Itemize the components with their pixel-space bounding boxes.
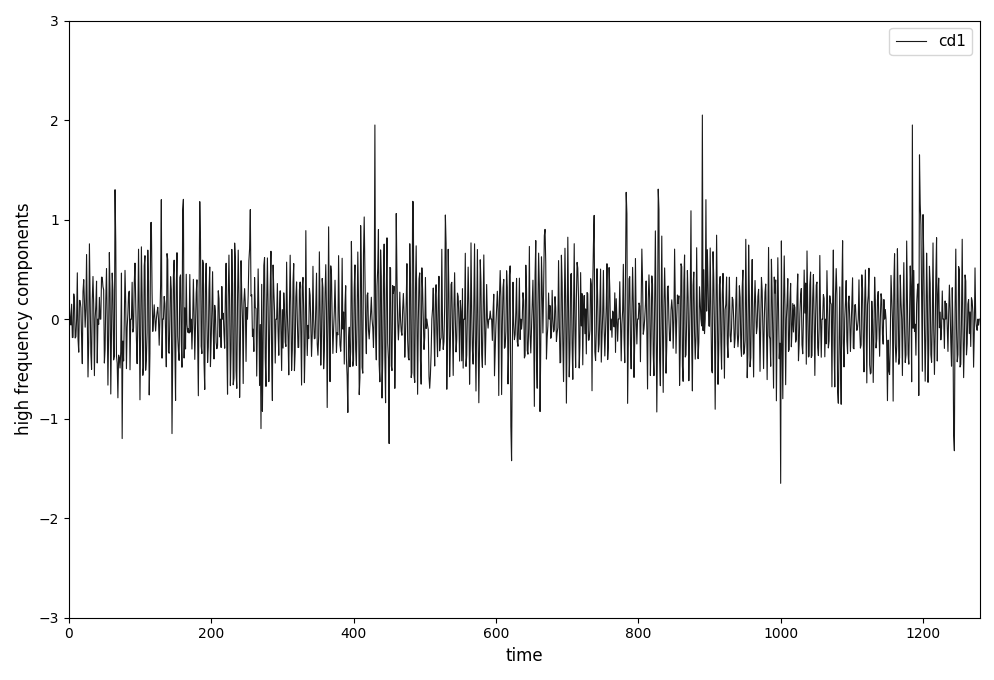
cd1 (587, 211, 599, 220)
Line: cd1: cd1 (69, 115, 978, 483)
Y-axis label: high frequency components: high frequency components (15, 203, 33, 435)
cd1 (723, 273, 735, 282)
cd1 (696, 111, 708, 119)
cd1 (557, 377, 569, 386)
cd1 (774, 479, 786, 488)
cd1 (63, 243, 75, 252)
cd1 (552, 324, 564, 332)
Legend: cd1: cd1 (889, 28, 971, 55)
cd1 (972, 315, 984, 323)
cd1 (672, 292, 684, 300)
X-axis label: time: time (505, 647, 543, 665)
cd1 (107, 356, 119, 364)
